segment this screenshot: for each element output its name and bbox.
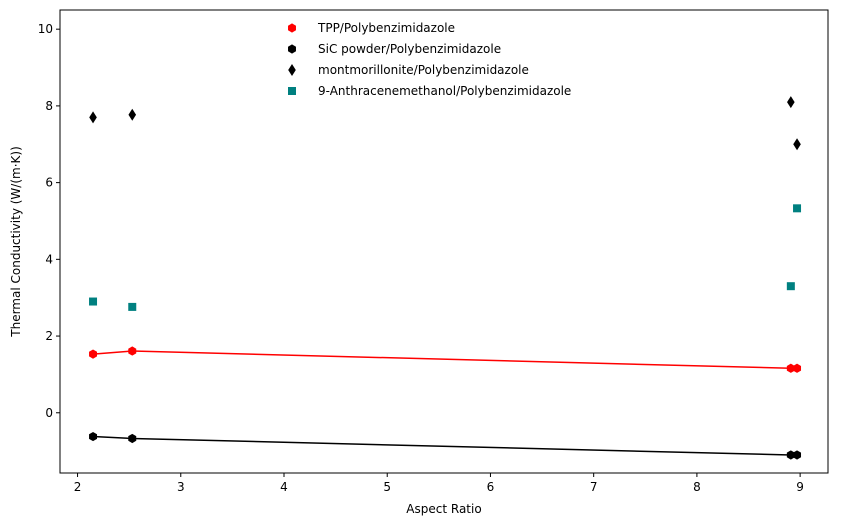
data-point-tpp-polybenzimidazole [786,363,795,373]
x-tick-label: 2 [74,480,82,494]
legend-label-9-anthracenemethanol-polybenzimidazole: 9-Anthracenemethanol/Polybenzimidazole [318,84,571,98]
x-tick-label: 8 [693,480,701,494]
legend-label-sic-powder-polybenzimidazole: SiC powder/Polybenzimidazole [318,42,501,56]
data-point-montmorillonite-polybenzimidazole [89,111,97,124]
x-tick-label: 4 [280,480,288,494]
legend-label-montmorillonite-polybenzimidazole: montmorillonite/Polybenzimidazole [318,63,529,77]
y-tick-label: 6 [45,176,53,190]
legend-marker-sic-powder-polybenzimidazole [288,44,296,54]
data-point-montmorillonite-polybenzimidazole [787,96,795,109]
y-axis-ticks: 0 2 4 6 8 10 [38,22,60,420]
x-tick-label: 6 [487,480,495,494]
data-point-tpp-polybenzimidazole [793,363,802,373]
x-tick-label: 9 [796,480,804,494]
data-point-9-anthracenemethanol-polybenzimidazole [793,204,802,213]
x-axis-ticks: 2 3 4 5 6 7 8 9 [74,473,804,494]
data-point-sic-powder-polybenzimidazole [89,431,98,442]
data-point-9-anthracenemethanol-polybenzimidazole [786,282,795,291]
data-point-tpp-polybenzimidazole [89,349,98,359]
data-point-tpp-polybenzimidazole [128,346,137,356]
legend-label-tpp-polybenzimidazole: TPP/Polybenzimidazole [317,21,455,35]
data-point-montmorillonite-polybenzimidazole [793,138,801,151]
y-axis-label: Thermal Conductivity (W/(m·K)) [9,146,23,337]
data-point-sic-powder-polybenzimidazole [793,450,802,460]
plot-background [60,10,828,473]
legend-marker-tpp-polybenzimidazole [288,23,296,33]
markers [89,96,802,460]
data-point-montmorillonite-polybenzimidazole [128,108,137,121]
x-tick-label: 5 [383,480,391,494]
y-tick-label: 2 [45,329,53,343]
x-tick-label: 3 [177,480,185,494]
y-tick-label: 10 [38,22,53,36]
x-axis-label: Aspect Ratio [406,502,481,516]
plot-frame [59,9,829,474]
y-tick-label: 8 [45,99,53,113]
y-tick-label: 4 [45,252,53,266]
legend-marker-9-anthracenemethanol-polybenzimidazole [288,87,296,95]
legend: TPP/Polybenzimidazole SiC powder/Polybenz… [288,21,571,98]
y-tick-label: 0 [45,406,53,420]
legend-marker-montmorillonite-polybenzimidazole [288,64,296,76]
data-point-9-anthracenemethanol-polybenzimidazole [128,302,137,311]
data-point-sic-powder-polybenzimidazole [128,433,137,444]
x-tick-label: 7 [590,480,598,494]
data-point-sic-powder-polybenzimidazole [786,450,795,460]
data-point-9-anthracenemethanol-polybenzimidazole [89,297,98,306]
